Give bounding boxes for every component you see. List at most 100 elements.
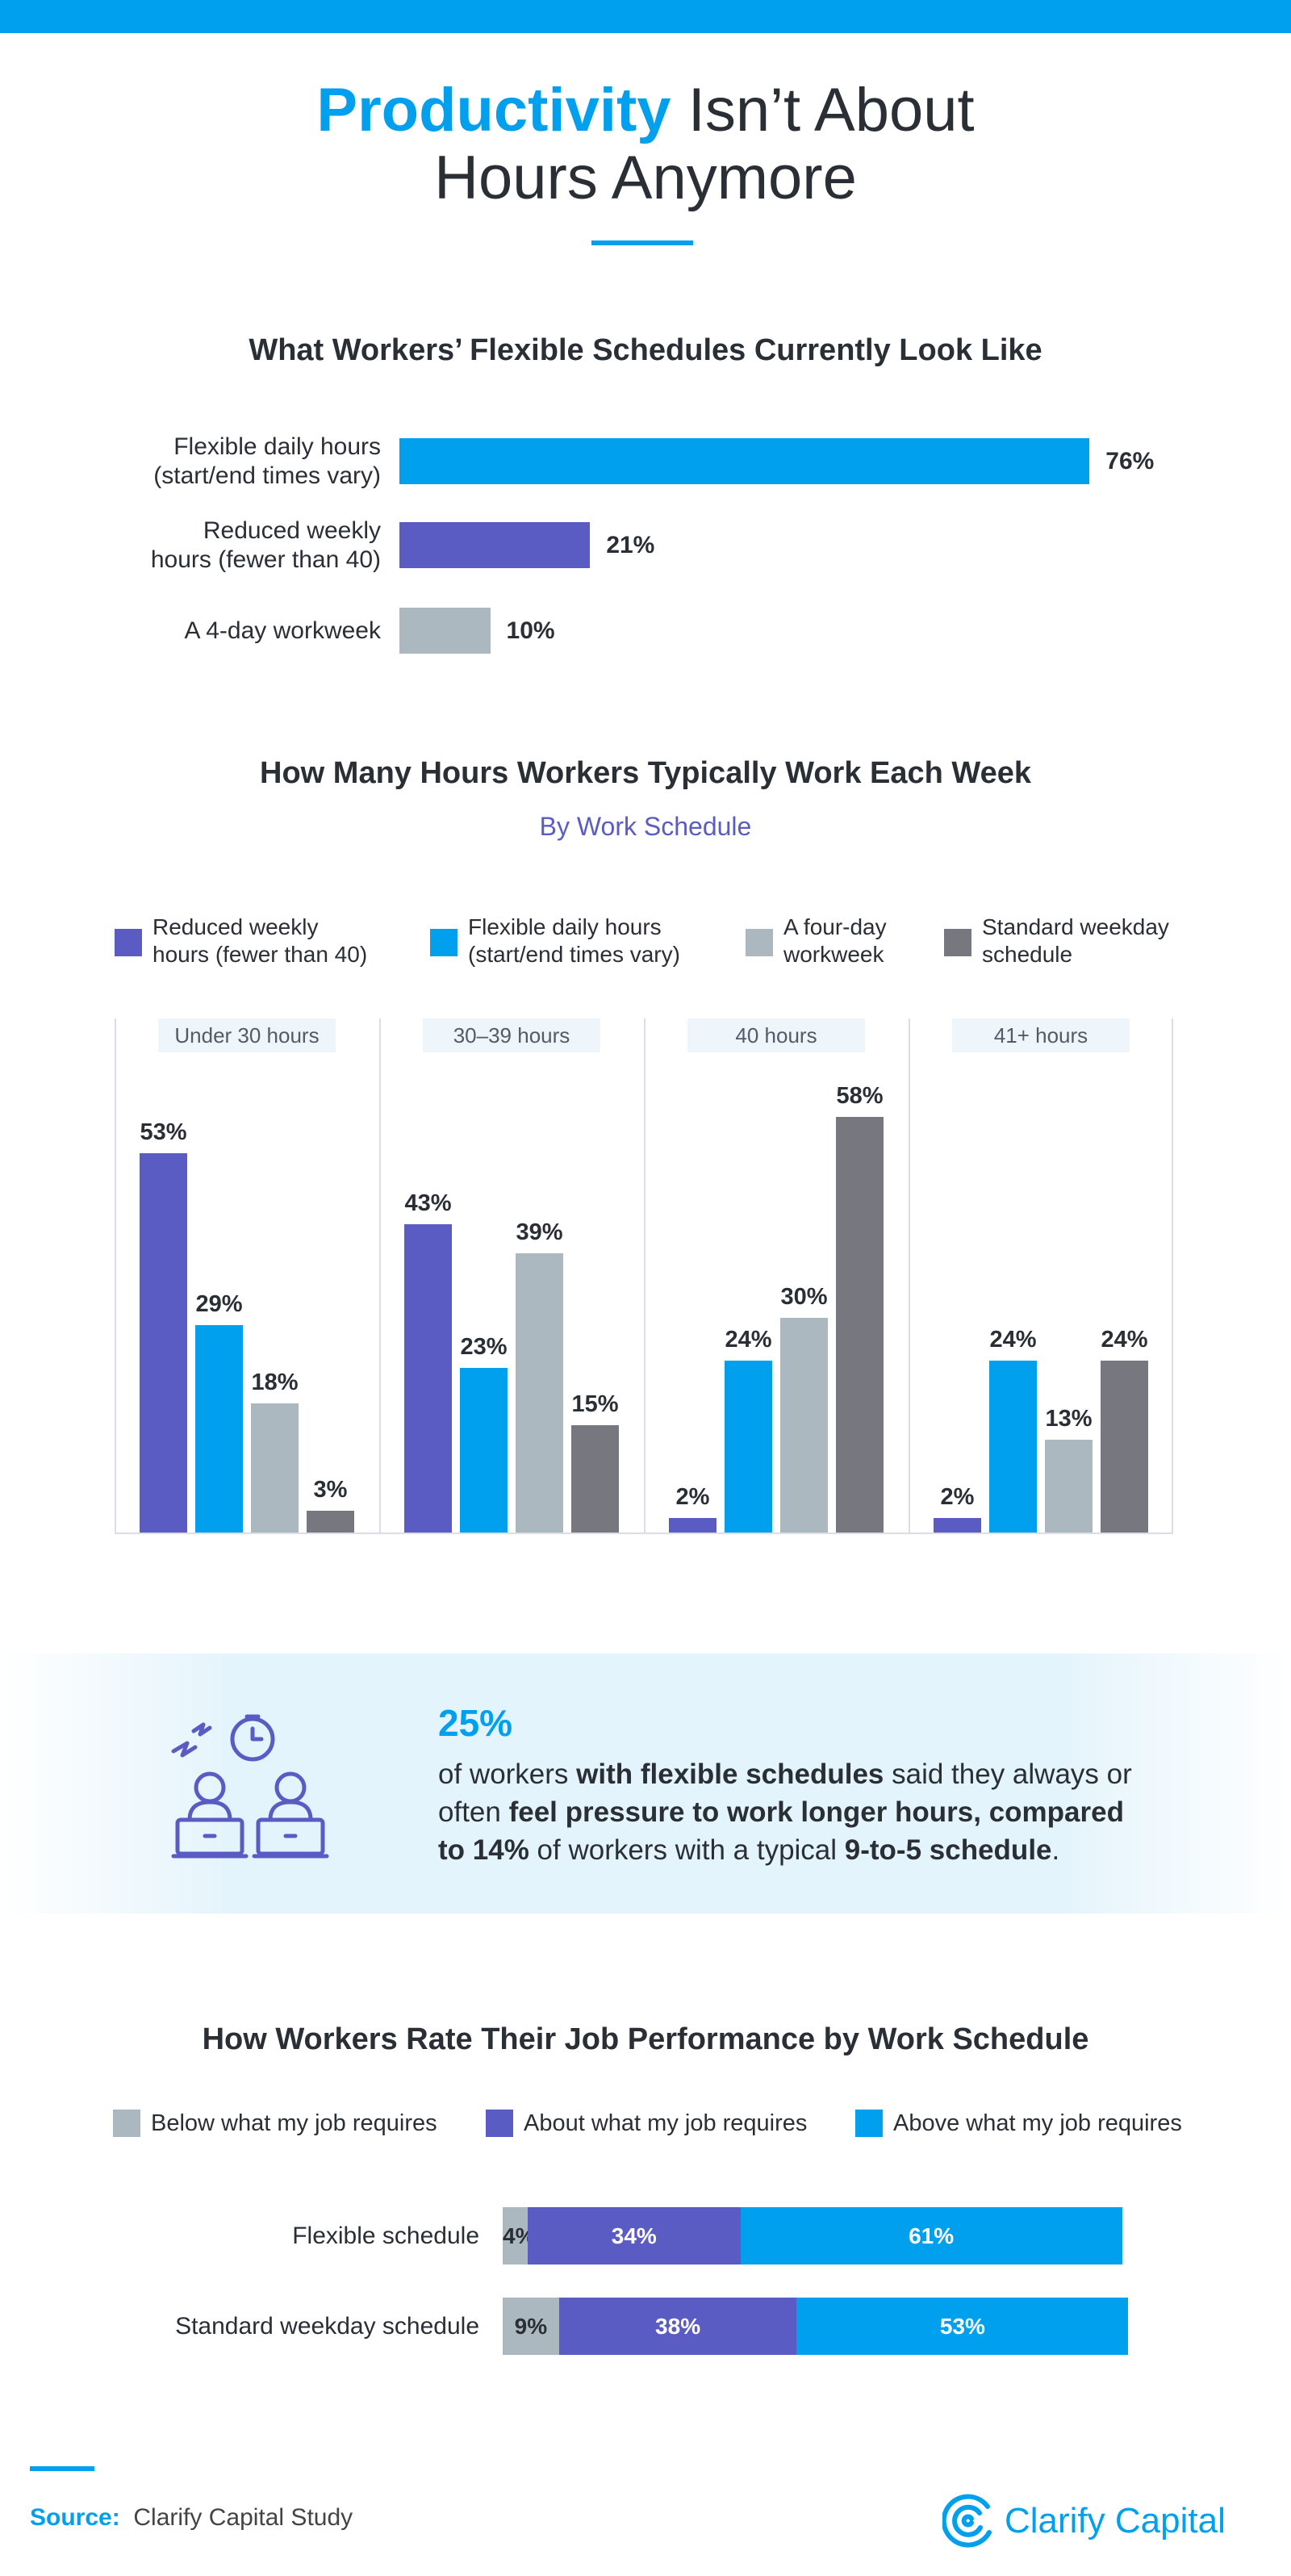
title-underline [591,240,693,245]
bar [989,1361,1037,1533]
bar-segment: 38% [558,2298,797,2355]
bar [571,1424,619,1533]
callout-segment: said they always or often [438,1758,1132,1828]
legend-swatch [430,929,457,956]
bar [836,1117,884,1533]
value-label: 58% [836,1083,884,1110]
category-label: 41+ hours [952,1018,1130,1052]
bar [934,1518,981,1533]
panel-divider [1172,1018,1173,1533]
panel-divider [644,1018,646,1533]
value-label: 2% [675,1484,710,1511]
bar [669,1518,717,1533]
category-label: A 4-day workweek [184,617,381,644]
callout-segment: of workers with a typical [529,1834,845,1866]
value-label: 24% [725,1327,772,1353]
legend-swatch [746,929,773,956]
chart-title: What Workers’ Flexible Schedules Current… [249,333,1042,367]
bar [140,1152,187,1533]
top-bar [0,0,1291,33]
source-label: Source: [30,2504,120,2531]
value-label: 61% [909,2223,955,2248]
category-label: 40 hours [687,1018,865,1052]
callout-segment: . [1051,1834,1060,1866]
bar [399,438,1090,484]
category-label: Flexible schedule [292,2223,479,2249]
source-text: Clarify Capital Study [133,2504,353,2531]
legend-swatch [944,929,971,956]
value-label: 43% [404,1190,452,1217]
chart-title: How Many Hours Workers Typically Work Ea… [260,756,1031,790]
value-label: 29% [195,1290,243,1317]
value-label: 39% [516,1219,563,1245]
brand-logo [942,2494,992,2548]
bar [1045,1439,1093,1533]
value-label: 10% [506,617,555,644]
value-label: 24% [989,1327,1037,1353]
title-highlight: Productivity [316,76,671,144]
category-label: Standard weekday schedule [175,2313,479,2340]
value-label: 18% [251,1370,299,1396]
bar [780,1317,828,1533]
bar-segment: 34% [528,2207,741,2264]
bar [404,1224,452,1533]
bar-segment: 4% [503,2207,536,2264]
brand-name: Clarify Capital [1005,2501,1226,2540]
panel-divider [379,1018,381,1533]
callout-segment: of workers [438,1758,577,1790]
callout-segment: feel pressure to work longer hours, comp… [438,1796,1124,1866]
bar [399,522,591,568]
legend-label: A four-day workweek [783,914,887,967]
bar [725,1361,772,1533]
value-label: 2% [940,1484,975,1511]
bar [251,1403,299,1533]
legend-label: About what my job requires [524,2110,808,2136]
legend-label: Reduced weekly hours (fewer than 40) [152,914,368,967]
callout-stat: 25% [438,1702,513,1744]
page-title: Productivity Isn’t About Hours Anymore [0,77,1291,212]
value-label: 53% [939,2314,985,2339]
legend-label: Flexible daily hours (start/end times va… [468,914,680,967]
bar-segment: 53% [796,2298,1129,2355]
baseline [115,1533,1173,1534]
value-label: 15% [571,1390,619,1417]
value-label: 34% [611,2223,657,2248]
legend-label: Below what my job requires [151,2110,437,2136]
callout-segment: 9-to-5 schedule [844,1834,1052,1866]
category-label: Under 30 hours [158,1018,336,1052]
category-label: 30–39 hours [423,1018,600,1052]
value-label: 4% [503,2223,536,2248]
bar [399,608,491,654]
legend-label: Above what my job requires [893,2110,1182,2136]
value-label: 30% [780,1283,828,1310]
value-label: 24% [1101,1327,1148,1353]
value-label: 3% [313,1477,348,1503]
legend-swatch [115,929,142,956]
legend-swatch [855,2110,883,2137]
value-label: 38% [655,2314,701,2339]
callout-segment: with flexible schedules [576,1758,884,1790]
category-label: Flexible daily hours (start/end times va… [153,433,381,489]
legend-swatch [113,2110,140,2137]
legend-swatch [486,2110,513,2137]
value-label: 13% [1045,1405,1093,1432]
bar [1101,1361,1148,1533]
category-label: Reduced weekly hours (fewer than 40) [150,516,381,573]
panel-divider [115,1018,116,1533]
value-label: 9% [514,2314,548,2339]
value-label: 23% [460,1333,508,1360]
bar [516,1252,563,1533]
title-rest: Isn’t About Hours Anymore [434,76,975,212]
source: Source: Clarify Capital Study [30,2502,353,2534]
bar [460,1367,508,1533]
value-label: 76% [1105,448,1155,475]
callout-band [0,1654,1291,1913]
panel-divider [909,1018,910,1533]
bar-segment: 9% [503,2298,559,2355]
chart-subtitle: By Work Schedule [539,812,752,841]
value-label: 21% [606,532,655,558]
chart-title: How Workers Rate Their Job Performance b… [202,2022,1089,2056]
callout-text: of workers with flexible schedules said … [438,1755,1132,1869]
legend-label: Standard weekday schedule [982,914,1169,967]
